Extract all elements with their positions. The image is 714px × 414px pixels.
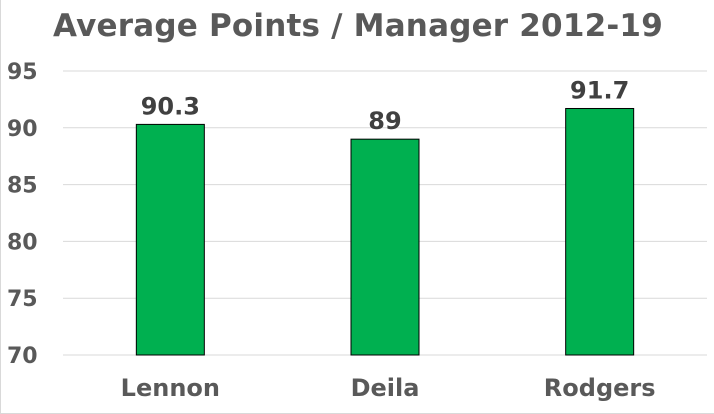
data-label-lennon: 90.3 [141, 92, 200, 120]
data-label-rodgers: 91.7 [570, 76, 629, 104]
x-tick-label-deila: Deila [351, 374, 420, 402]
y-tick-label-80: 80 [7, 230, 38, 255]
y-tick-label-90: 90 [7, 117, 38, 142]
data-label-deila: 89 [368, 107, 401, 135]
y-tick-label-70: 70 [7, 344, 38, 369]
x-tick-label-lennon: Lennon [121, 374, 220, 402]
y-tick-label-75: 75 [7, 287, 38, 312]
y-tick-label-95: 95 [7, 60, 38, 85]
bar-lennon [135, 123, 205, 356]
chart-title: Average Points / Manager 2012-19 [53, 8, 663, 44]
y-tick-label-85: 85 [7, 174, 38, 199]
x-tick-label-rodgers: Rodgers [544, 374, 656, 402]
bar-rodgers [565, 107, 635, 356]
bar-deila [350, 138, 420, 356]
